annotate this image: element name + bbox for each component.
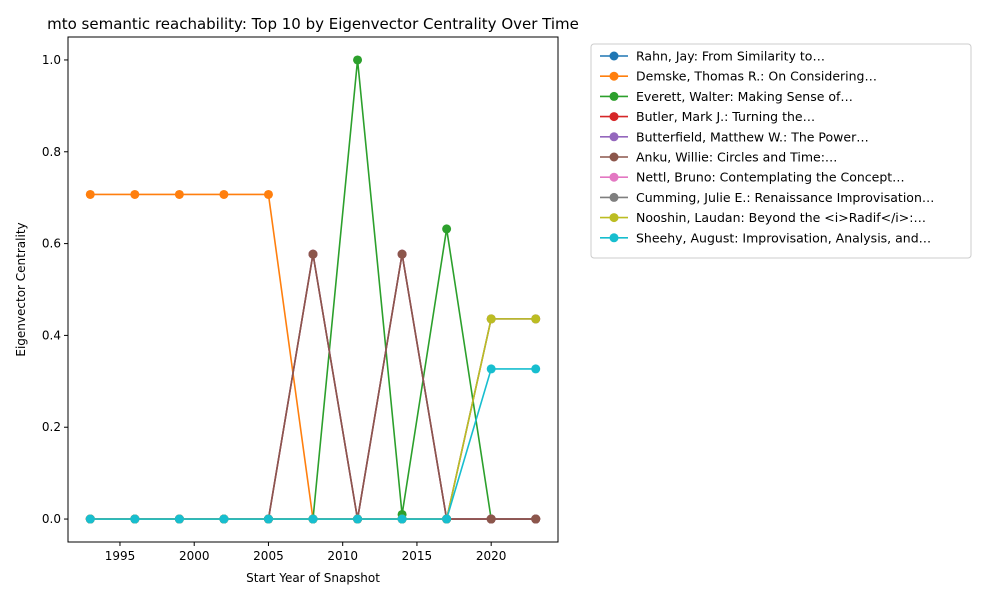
data-point xyxy=(486,364,496,374)
series-4 xyxy=(85,249,541,524)
x-tick-label: 2005 xyxy=(253,549,284,563)
data-point xyxy=(531,514,541,524)
legend-swatch-marker xyxy=(609,71,619,81)
plot-area xyxy=(85,55,541,524)
series-6 xyxy=(85,249,541,524)
y-tick-label: 0.8 xyxy=(42,145,61,159)
legend-label: Nooshin, Laudan: Beyond the <i>Radif</i>… xyxy=(636,210,926,225)
data-point xyxy=(174,189,184,199)
series-line xyxy=(90,368,536,520)
legend-swatch-marker xyxy=(609,91,619,101)
y-tick-label: 0.2 xyxy=(42,420,61,434)
data-point xyxy=(85,189,95,199)
legend-label: Cumming, Julie E.: Renaissance Improvisa… xyxy=(636,190,934,205)
x-tick-label: 2020 xyxy=(476,549,507,563)
series-9 xyxy=(85,314,541,524)
legend-swatch-marker xyxy=(609,112,619,122)
legend-swatch-marker xyxy=(609,51,619,61)
chart-title: mto semantic reachability: Top 10 by Eig… xyxy=(47,15,579,33)
legend-swatch-marker xyxy=(609,213,619,223)
legend-item: Demske, Thomas R.: On Considering… xyxy=(600,69,877,84)
series-5 xyxy=(85,249,541,524)
x-tick-label: 2015 xyxy=(402,549,433,563)
legend-label: Nettl, Bruno: Contemplating the Concept… xyxy=(636,170,905,185)
legend: Rahn, Jay: From Similarity to… Demske, Th… xyxy=(590,43,972,259)
plot-frame xyxy=(67,36,559,543)
legend-label: Sheehy, August: Improvisation, Analysis,… xyxy=(636,230,931,245)
legend-item: Nooshin, Laudan: Beyond the <i>Radif</i>… xyxy=(600,210,926,225)
data-point xyxy=(130,514,140,524)
data-point xyxy=(442,224,452,234)
legend-frame xyxy=(590,43,972,259)
legend-label: Anku, Willie: Circles and Time:… xyxy=(636,150,837,165)
data-point xyxy=(174,514,184,524)
series-8 xyxy=(85,314,541,524)
legend-swatch-marker xyxy=(609,152,619,162)
legend-item: Anku, Willie: Circles and Time:… xyxy=(600,150,837,165)
y-tick-label: 0.6 xyxy=(42,237,61,251)
data-point xyxy=(486,514,496,524)
data-point xyxy=(353,514,363,524)
x-tick-label: 1995 xyxy=(105,549,136,563)
x-tick-label: 2010 xyxy=(327,549,358,563)
y-axis-title: Eigenvector Centrality xyxy=(14,222,28,356)
legend-swatch-marker xyxy=(609,172,619,182)
data-point xyxy=(531,314,541,324)
series-line xyxy=(90,193,536,520)
x-axis: 1995 2000 2005 2010 2015 2020 xyxy=(105,542,507,563)
legend-label: Everett, Walter: Making Sense of… xyxy=(636,89,853,104)
legend-label: Rahn, Jay: From Similarity to… xyxy=(636,49,825,64)
legend-label: Demske, Thomas R.: On Considering… xyxy=(636,69,877,84)
series-line xyxy=(90,253,536,520)
data-point xyxy=(353,55,363,65)
data-point xyxy=(219,514,229,524)
x-tick-label: 2000 xyxy=(179,549,210,563)
data-point xyxy=(308,249,318,259)
data-point xyxy=(308,514,318,524)
x-axis-title: Start Year of Snapshot xyxy=(246,571,380,585)
data-point xyxy=(219,189,229,199)
legend-item: Everett, Walter: Making Sense of… xyxy=(600,89,853,104)
series-3 xyxy=(85,55,541,524)
data-point xyxy=(263,189,273,199)
y-tick-label: 0.4 xyxy=(42,328,61,342)
data-point xyxy=(531,364,541,374)
y-tick-label: 1.0 xyxy=(42,53,61,67)
series-7 xyxy=(85,314,541,524)
legend-item: Nettl, Bruno: Contemplating the Concept… xyxy=(600,170,905,185)
data-point xyxy=(397,514,407,524)
series-line xyxy=(90,318,536,520)
legend-item: Butterfield, Matthew W.: The Power… xyxy=(600,129,869,144)
data-point xyxy=(85,514,95,524)
series-2 xyxy=(85,189,541,524)
y-tick-label: 0.0 xyxy=(42,512,61,526)
series-line xyxy=(90,253,536,520)
legend-item: Rahn, Jay: From Similarity to… xyxy=(600,49,825,64)
y-axis: 0.0 0.2 0.4 0.6 0.8 1.0 xyxy=(42,53,68,526)
series-10 xyxy=(85,364,541,524)
data-point xyxy=(397,249,407,259)
legend-swatch-marker xyxy=(609,233,619,243)
legend-swatch-marker xyxy=(609,192,619,202)
data-point xyxy=(486,314,496,324)
legend-item: Butler, Mark J.: Turning the… xyxy=(600,109,815,124)
series-line xyxy=(90,253,536,520)
legend-item: Sheehy, August: Improvisation, Analysis,… xyxy=(600,230,931,245)
data-point xyxy=(263,514,273,524)
data-point xyxy=(442,514,452,524)
data-point xyxy=(130,189,140,199)
series-line xyxy=(90,59,536,520)
legend-item: Cumming, Julie E.: Renaissance Improvisa… xyxy=(600,190,934,205)
legend-swatch-marker xyxy=(609,132,619,142)
legend-label: Butler, Mark J.: Turning the… xyxy=(636,109,815,124)
legend-label: Butterfield, Matthew W.: The Power… xyxy=(636,129,869,144)
